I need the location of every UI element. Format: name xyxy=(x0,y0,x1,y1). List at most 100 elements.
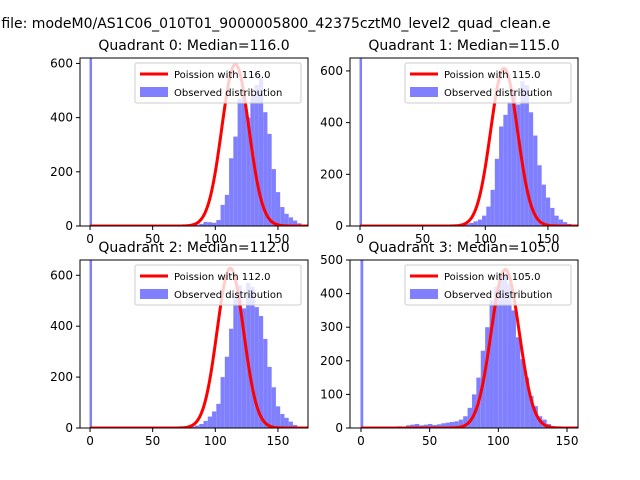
y-tick-label: 600 xyxy=(50,268,73,282)
legend-label-observed: Observed distribution xyxy=(444,290,552,301)
legend-label-poisson: Poission with 115.0 xyxy=(444,70,540,81)
histogram-bar xyxy=(254,307,259,428)
histogram-bar xyxy=(436,424,442,428)
histogram-bar xyxy=(258,78,264,226)
histogram-bar xyxy=(529,396,534,428)
histogram-bar xyxy=(237,98,242,226)
histogram-bar xyxy=(258,316,264,428)
histogram-bar xyxy=(550,207,555,226)
histogram-bar xyxy=(432,424,437,428)
x-tick-label: 100 xyxy=(204,434,227,448)
figure-suptitle: n file: modeM0/AS1C06_010T01_9000005800_… xyxy=(0,16,551,32)
histogram-bar xyxy=(428,423,433,428)
legend-box xyxy=(404,62,572,104)
histogram-bar xyxy=(498,273,503,428)
histogram-bar xyxy=(288,421,293,428)
histogram-bar xyxy=(233,136,238,226)
histogram-bar xyxy=(533,135,538,226)
histogram-bar-zero xyxy=(89,260,93,428)
legend-swatch-observed xyxy=(140,87,168,97)
histogram-bar xyxy=(241,308,247,428)
histogram-bar xyxy=(199,423,204,428)
histogram-bar xyxy=(220,204,225,226)
histogram-bar xyxy=(207,222,213,226)
x-tick-label: 50 xyxy=(145,232,160,246)
histogram-bar xyxy=(558,219,563,226)
x-tick-label: 150 xyxy=(266,232,289,246)
y-tick-label: 0 xyxy=(65,421,73,435)
y-tick-label: 400 xyxy=(50,319,73,333)
y-tick-label: 400 xyxy=(50,111,73,125)
histogram-bar xyxy=(267,366,272,428)
histogram-bar xyxy=(490,189,495,226)
histogram-bar xyxy=(284,417,289,428)
histogram-bar xyxy=(190,426,196,428)
y-tick-label: 500 xyxy=(320,253,343,267)
histogram-bar xyxy=(254,85,259,226)
histogram-bar-zero xyxy=(89,58,93,226)
y-tick-label: 0 xyxy=(335,219,343,233)
y-tick-label: 200 xyxy=(50,370,73,384)
histogram-bar xyxy=(250,286,255,428)
histogram-bar xyxy=(292,220,298,226)
histogram-bar xyxy=(275,192,281,226)
histogram-bar xyxy=(224,356,230,428)
histogram-bar xyxy=(554,215,559,226)
poisson-curve xyxy=(90,266,308,428)
histogram-bar xyxy=(477,219,483,226)
x-tick-label: 150 xyxy=(556,434,579,448)
y-tick-label: 0 xyxy=(65,219,73,233)
x-tick-label: 150 xyxy=(266,434,289,448)
x-tick-label: 150 xyxy=(536,232,559,246)
histogram-bar xyxy=(520,359,525,428)
legend-box xyxy=(404,264,572,306)
histogram-bar xyxy=(528,112,534,226)
poisson-curve xyxy=(90,62,308,226)
histogram-bar xyxy=(207,416,213,428)
y-tick-label: 200 xyxy=(320,354,343,368)
y-tick-label: 600 xyxy=(320,64,343,78)
legend-label-poisson: Poission with 116.0 xyxy=(174,70,270,81)
histogram-bar xyxy=(216,403,221,428)
x-tick-label: 0 xyxy=(86,434,94,448)
histogram-bar xyxy=(485,327,490,428)
legend-label-observed: Observed distribution xyxy=(174,88,282,99)
poisson-curve xyxy=(360,66,578,226)
x-tick-label: 100 xyxy=(474,232,497,246)
histogram-bar xyxy=(507,101,512,226)
y-tick-label: 100 xyxy=(320,387,343,401)
y-tick-label: 600 xyxy=(50,56,73,70)
histogram-bar-zero xyxy=(360,260,364,428)
x-tick-label: 0 xyxy=(357,434,365,448)
histogram-bar xyxy=(414,423,420,428)
histogram-bar xyxy=(263,338,268,428)
x-tick-label: 0 xyxy=(356,232,364,246)
histogram-bar xyxy=(199,223,204,226)
histogram-bar xyxy=(195,224,200,226)
x-tick-label: 50 xyxy=(145,434,160,448)
histogram-bar xyxy=(494,158,500,226)
histogram-bar xyxy=(499,126,504,226)
histogram-bar xyxy=(212,411,217,428)
histogram-bar xyxy=(545,197,551,226)
x-tick-label: 100 xyxy=(487,434,510,448)
histogram-bar xyxy=(410,424,415,428)
histogram-bar xyxy=(502,275,508,428)
histogram-bar xyxy=(524,377,530,428)
histogram-bar xyxy=(441,423,446,428)
histogram-bar xyxy=(195,425,200,428)
chart-panel-1: 0 50 100 150 0 200 400 600 Quadrant 1: Median=11… xyxy=(320,38,579,246)
histogram-bar xyxy=(212,222,217,226)
y-tick-label: 300 xyxy=(320,320,343,334)
axes-frame xyxy=(349,57,579,227)
legend-swatch-observed xyxy=(410,289,438,299)
plot-area xyxy=(89,58,308,226)
histogram-bar xyxy=(507,283,512,428)
chart-panel-2: 0 50 100 150 0 200 400 600 Quadrant 2: Median=11… xyxy=(50,240,309,448)
histogram-bar xyxy=(486,206,491,226)
histogram-bar xyxy=(237,285,242,428)
axes-frame xyxy=(79,259,309,429)
histogram-bar xyxy=(515,337,521,428)
histogram-bar xyxy=(271,169,276,226)
histogram-bar xyxy=(233,295,238,428)
